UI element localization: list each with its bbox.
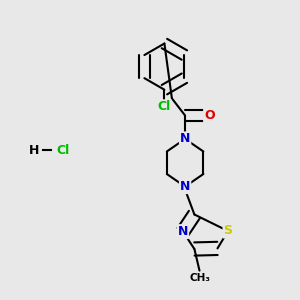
- Text: O: O: [204, 109, 215, 122]
- Text: N: N: [180, 132, 190, 146]
- Text: N: N: [180, 180, 190, 193]
- Text: N: N: [178, 225, 188, 238]
- Text: Cl: Cl: [158, 100, 171, 113]
- Text: CH₃: CH₃: [189, 273, 210, 283]
- Text: S: S: [224, 224, 232, 238]
- Text: H: H: [29, 143, 40, 157]
- Text: Cl: Cl: [56, 143, 70, 157]
